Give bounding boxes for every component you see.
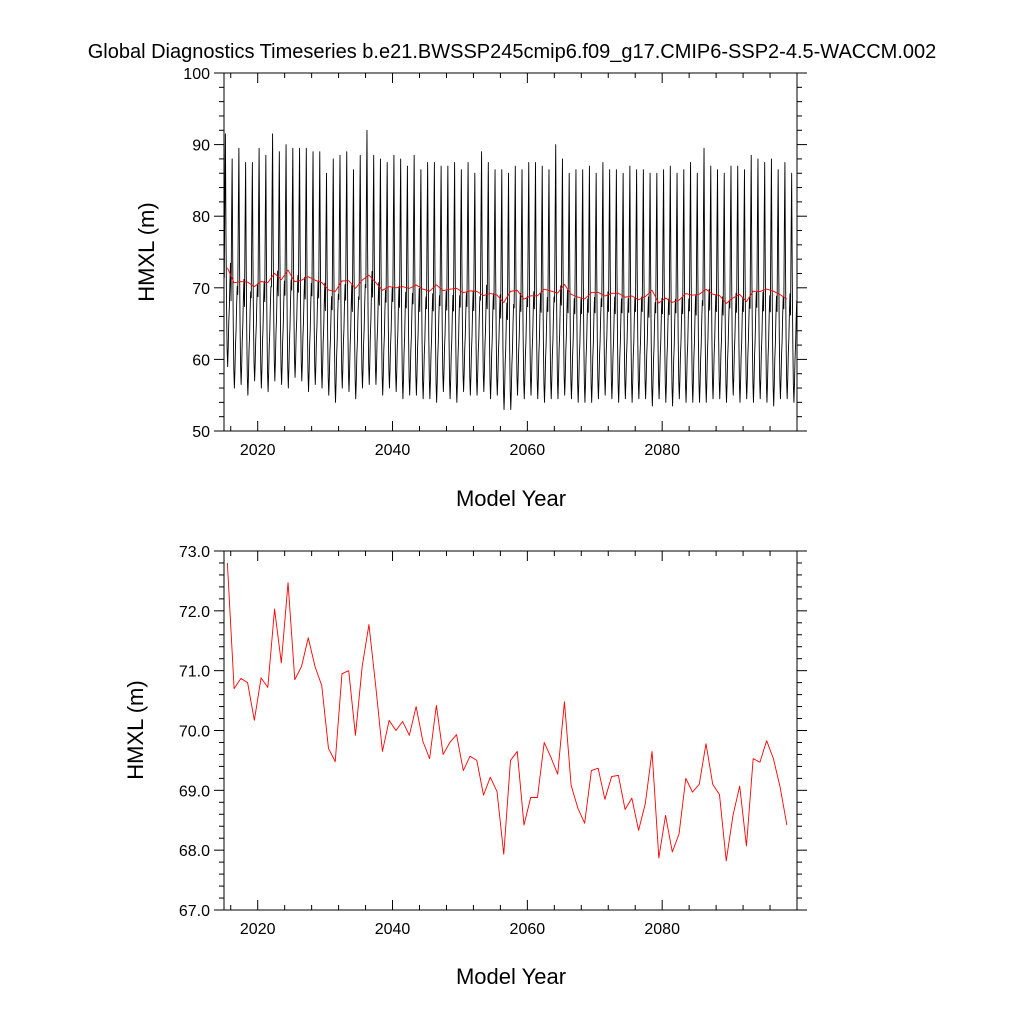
top-series-monthly-line	[223, 129, 798, 410]
bottom-panel-xlabel: Model Year	[456, 964, 566, 989]
bottom-xtick-label: 2060	[510, 921, 546, 938]
bottom-panel-ticks: 2020 2040 2060 2080 67.0 68.0 69.0 70.0 71.0 72.0…	[179, 544, 807, 938]
bottom-ytick-label: 68.0	[179, 843, 210, 860]
top-panel-ylabel: HMXL (m)	[134, 202, 159, 301]
bottom-xtick-label: 2040	[375, 921, 411, 938]
top-ytick-label: 90	[192, 138, 210, 155]
chart-title: Global Diagnostics Timeseries b.e21.BWSS…	[88, 41, 937, 63]
bottom-xtick-label: 2020	[240, 921, 276, 938]
top-series-annual-line	[226, 267, 788, 304]
top-panel-frame	[223, 72, 798, 432]
bottom-ytick-label: 69.0	[179, 783, 210, 800]
top-xtick-label: 2020	[240, 442, 276, 459]
bottom-ytick-label: 67.0	[179, 903, 210, 920]
bottom-ytick-label: 70.0	[179, 724, 210, 741]
top-ytick-label: 60	[192, 352, 210, 369]
bottom-ytick-label: 72.0	[179, 604, 210, 621]
bottom-ytick-label: 71.0	[179, 664, 210, 681]
bottom-series-annual-line	[226, 562, 788, 862]
bottom-panel-ylabel: HMXL (m)	[123, 680, 148, 779]
top-panel-ticks: 2020 2040 2060 2080 50 60 70 80 90 100	[183, 66, 807, 459]
bottom-xtick-label: 2080	[644, 921, 680, 938]
bottom-panel-annual-series	[226, 562, 788, 862]
top-ytick-label: 70	[192, 281, 210, 298]
top-panel-monthly-series	[223, 129, 798, 410]
bottom-ytick-label: 73.0	[179, 544, 210, 561]
top-ytick-label: 50	[192, 424, 210, 441]
top-panel-annual-series	[226, 267, 788, 304]
top-panel-xlabel: Model Year	[456, 486, 566, 511]
top-ytick-label: 80	[192, 209, 210, 226]
top-xtick-label: 2040	[375, 442, 411, 459]
top-panel: 2020 2040 2060 2080 50 60 70 80 90 100 HMXL (m) M…	[134, 66, 807, 511]
top-xtick-label: 2060	[510, 442, 546, 459]
top-ytick-label: 100	[183, 66, 210, 83]
bottom-panel: 2020 2040 2060 2080 67.0 68.0 69.0 70.0 71.0 72.0…	[123, 544, 807, 989]
top-xtick-label: 2080	[644, 442, 680, 459]
